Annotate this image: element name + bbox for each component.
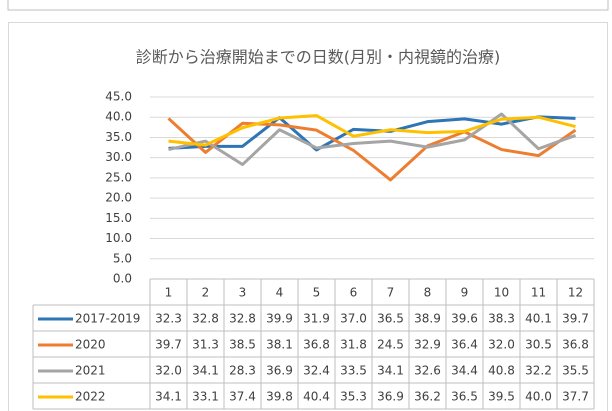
table-cell: 33.1 (192, 390, 219, 404)
legend-label: 2020 (75, 338, 106, 352)
x-tick-label: 5 (313, 286, 321, 300)
x-tick-label: 1 (165, 286, 173, 300)
table-cell: 35.5 (562, 364, 589, 378)
y-tick-label: 35.0 (105, 130, 132, 144)
chart-title: 診断から治療開始までの日数(月別・内視鏡的治療) (136, 48, 501, 67)
table-cell: 34.4 (451, 364, 478, 378)
legend-label: 2022 (75, 390, 106, 404)
table-cell: 32.8 (229, 312, 256, 326)
table-cell: 39.6 (451, 312, 478, 326)
y-tick-label: 25.0 (105, 170, 132, 184)
table-cell: 36.5 (377, 312, 404, 326)
y-tick-label: 5.0 (113, 251, 132, 265)
table-cell: 30.5 (525, 338, 552, 352)
table-cell: 40.0 (525, 390, 552, 404)
x-tick-label: 7 (387, 286, 395, 300)
x-tick-label: 10 (494, 286, 509, 300)
table-cell: 36.5 (451, 390, 478, 404)
table-cell: 32.6 (414, 364, 441, 378)
y-tick-label: 40.0 (105, 110, 132, 124)
table-cell: 40.8 (488, 364, 515, 378)
table-cell: 32.8 (192, 312, 219, 326)
series-line (167, 117, 577, 182)
table-cell: 32.3 (155, 312, 182, 326)
table-cell: 39.7 (155, 338, 182, 352)
table-cell: 39.7 (562, 312, 589, 326)
table-cell: 40.1 (525, 312, 552, 326)
y-tick-label: 20.0 (105, 191, 132, 205)
table-cell: 40.4 (303, 390, 330, 404)
table-cell: 32.0 (155, 364, 182, 378)
table-cell: 36.2 (414, 390, 441, 404)
table-cell: 32.4 (303, 364, 330, 378)
previous-panel (7, 0, 609, 11)
table-cell: 37.0 (340, 312, 367, 326)
x-tick-label: 2 (202, 286, 210, 300)
y-tick-label: 0.0 (113, 272, 132, 286)
table-cell: 39.8 (266, 390, 293, 404)
chart-frame (8, 22, 608, 411)
table-cell: 39.5 (488, 390, 515, 404)
table-cell: 34.1 (192, 364, 219, 378)
table-cell: 24.5 (377, 338, 404, 352)
x-tick-label: 12 (568, 286, 583, 300)
table-cell: 28.3 (229, 364, 256, 378)
table-cell: 32.0 (488, 338, 515, 352)
y-tick-label: 15.0 (105, 211, 132, 225)
table-cell: 38.3 (488, 312, 515, 326)
table-cell: 36.8 (562, 338, 589, 352)
x-tick-label: 11 (531, 286, 546, 300)
table-cell: 36.8 (303, 338, 330, 352)
table-cell: 33.5 (340, 364, 367, 378)
series-line (168, 114, 576, 147)
series-line (168, 115, 576, 152)
table-cell: 38.1 (266, 338, 293, 352)
y-tick-label: 30.0 (105, 150, 132, 164)
table-cell: 38.9 (414, 312, 441, 326)
table-cell: 31.3 (192, 338, 219, 352)
table-cell: 38.5 (229, 338, 256, 352)
table-cell: 34.1 (155, 390, 182, 404)
table-cell: 34.1 (377, 364, 404, 378)
legend-label: 2017-2019 (75, 312, 140, 326)
y-tick-label: 10.0 (105, 231, 132, 245)
table-cell: 39.9 (266, 312, 293, 326)
x-tick-label: 4 (276, 286, 284, 300)
legend-label: 2021 (75, 364, 106, 378)
table-cell: 32.2 (525, 364, 552, 378)
table-cell: 37.4 (229, 390, 256, 404)
x-tick-label: 9 (461, 286, 469, 300)
table-cell: 36.4 (451, 338, 478, 352)
y-tick-label: 45.0 (105, 90, 132, 104)
x-tick-label: 8 (424, 286, 432, 300)
table-cell: 31.8 (340, 338, 367, 352)
table-cell: 31.9 (303, 312, 330, 326)
table-cell: 37.7 (562, 390, 589, 404)
table-cell: 36.9 (377, 390, 404, 404)
table-cell: 36.9 (266, 364, 293, 378)
table-cell: 35.3 (340, 390, 367, 404)
x-tick-label: 3 (239, 286, 247, 300)
x-tick-label: 6 (350, 286, 358, 300)
table-cell: 32.9 (414, 338, 441, 352)
